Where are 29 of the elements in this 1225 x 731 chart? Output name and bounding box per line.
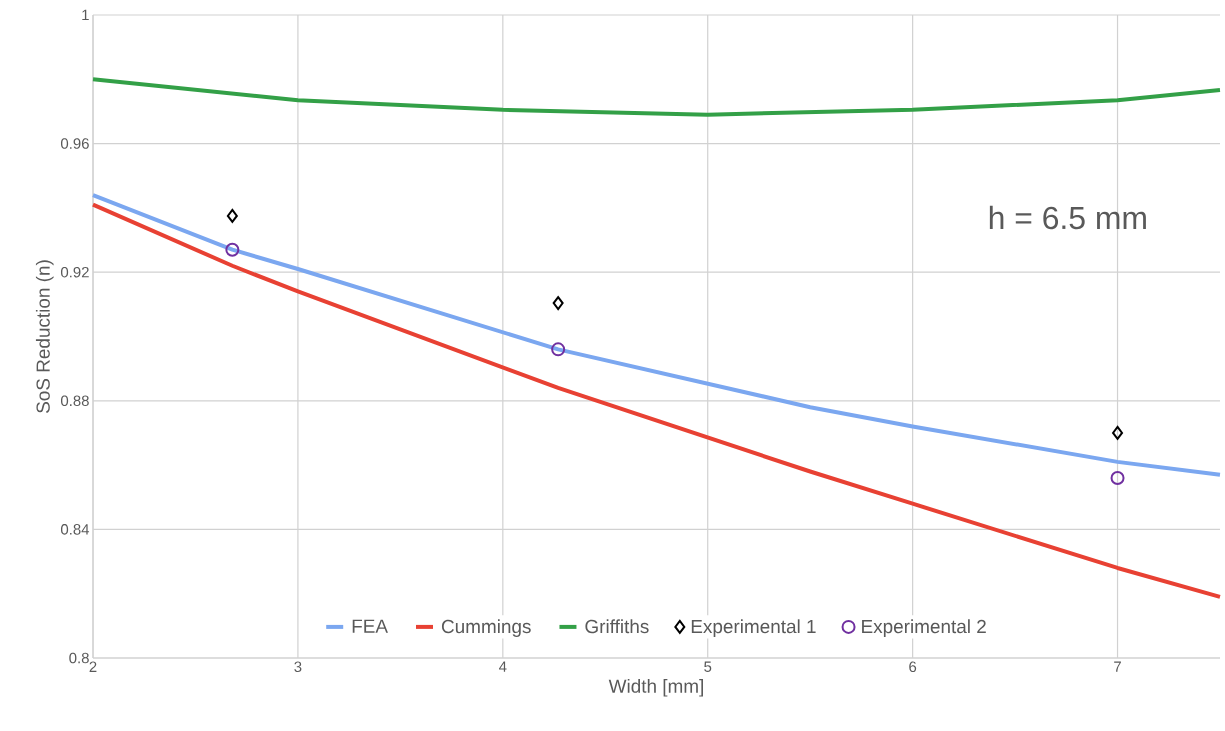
point xyxy=(226,208,238,223)
legend-label: Experimental 1 xyxy=(691,619,816,637)
point xyxy=(225,242,240,257)
x-axis-title: Width [mm] xyxy=(608,678,703,697)
legend-label: Experimental 2 xyxy=(862,619,986,637)
y-axis-title: SoS Reduction (n) xyxy=(35,260,54,413)
y-tick-label: 1 xyxy=(82,9,89,21)
point xyxy=(551,342,566,357)
x-tick-label: 4 xyxy=(499,661,507,672)
legend-label: Griffiths xyxy=(585,619,649,634)
annotation: h = 6.5 mm xyxy=(989,205,1146,230)
y-tick-label: 0.96 xyxy=(60,138,89,149)
line-series xyxy=(91,202,1222,599)
line-series xyxy=(91,193,1222,477)
x-tick-label: 6 xyxy=(909,661,917,673)
x-tick-label: 7 xyxy=(1114,661,1121,672)
y-tick-label: 0.8 xyxy=(69,652,89,664)
line-series xyxy=(91,77,1222,117)
x-tick-label: 5 xyxy=(704,661,712,672)
point xyxy=(1112,425,1124,440)
x-tick-label: 2 xyxy=(89,661,97,672)
legend-label: FEA xyxy=(352,619,388,633)
y-tick-label: 0.84 xyxy=(60,524,90,535)
y-tick-label: 0.88 xyxy=(60,395,89,407)
point xyxy=(552,296,564,311)
legend-label: Cummings xyxy=(441,619,531,637)
point xyxy=(1110,470,1125,485)
x-tick-label: 3 xyxy=(294,661,302,673)
y-tick-label: 0.92 xyxy=(60,266,89,278)
